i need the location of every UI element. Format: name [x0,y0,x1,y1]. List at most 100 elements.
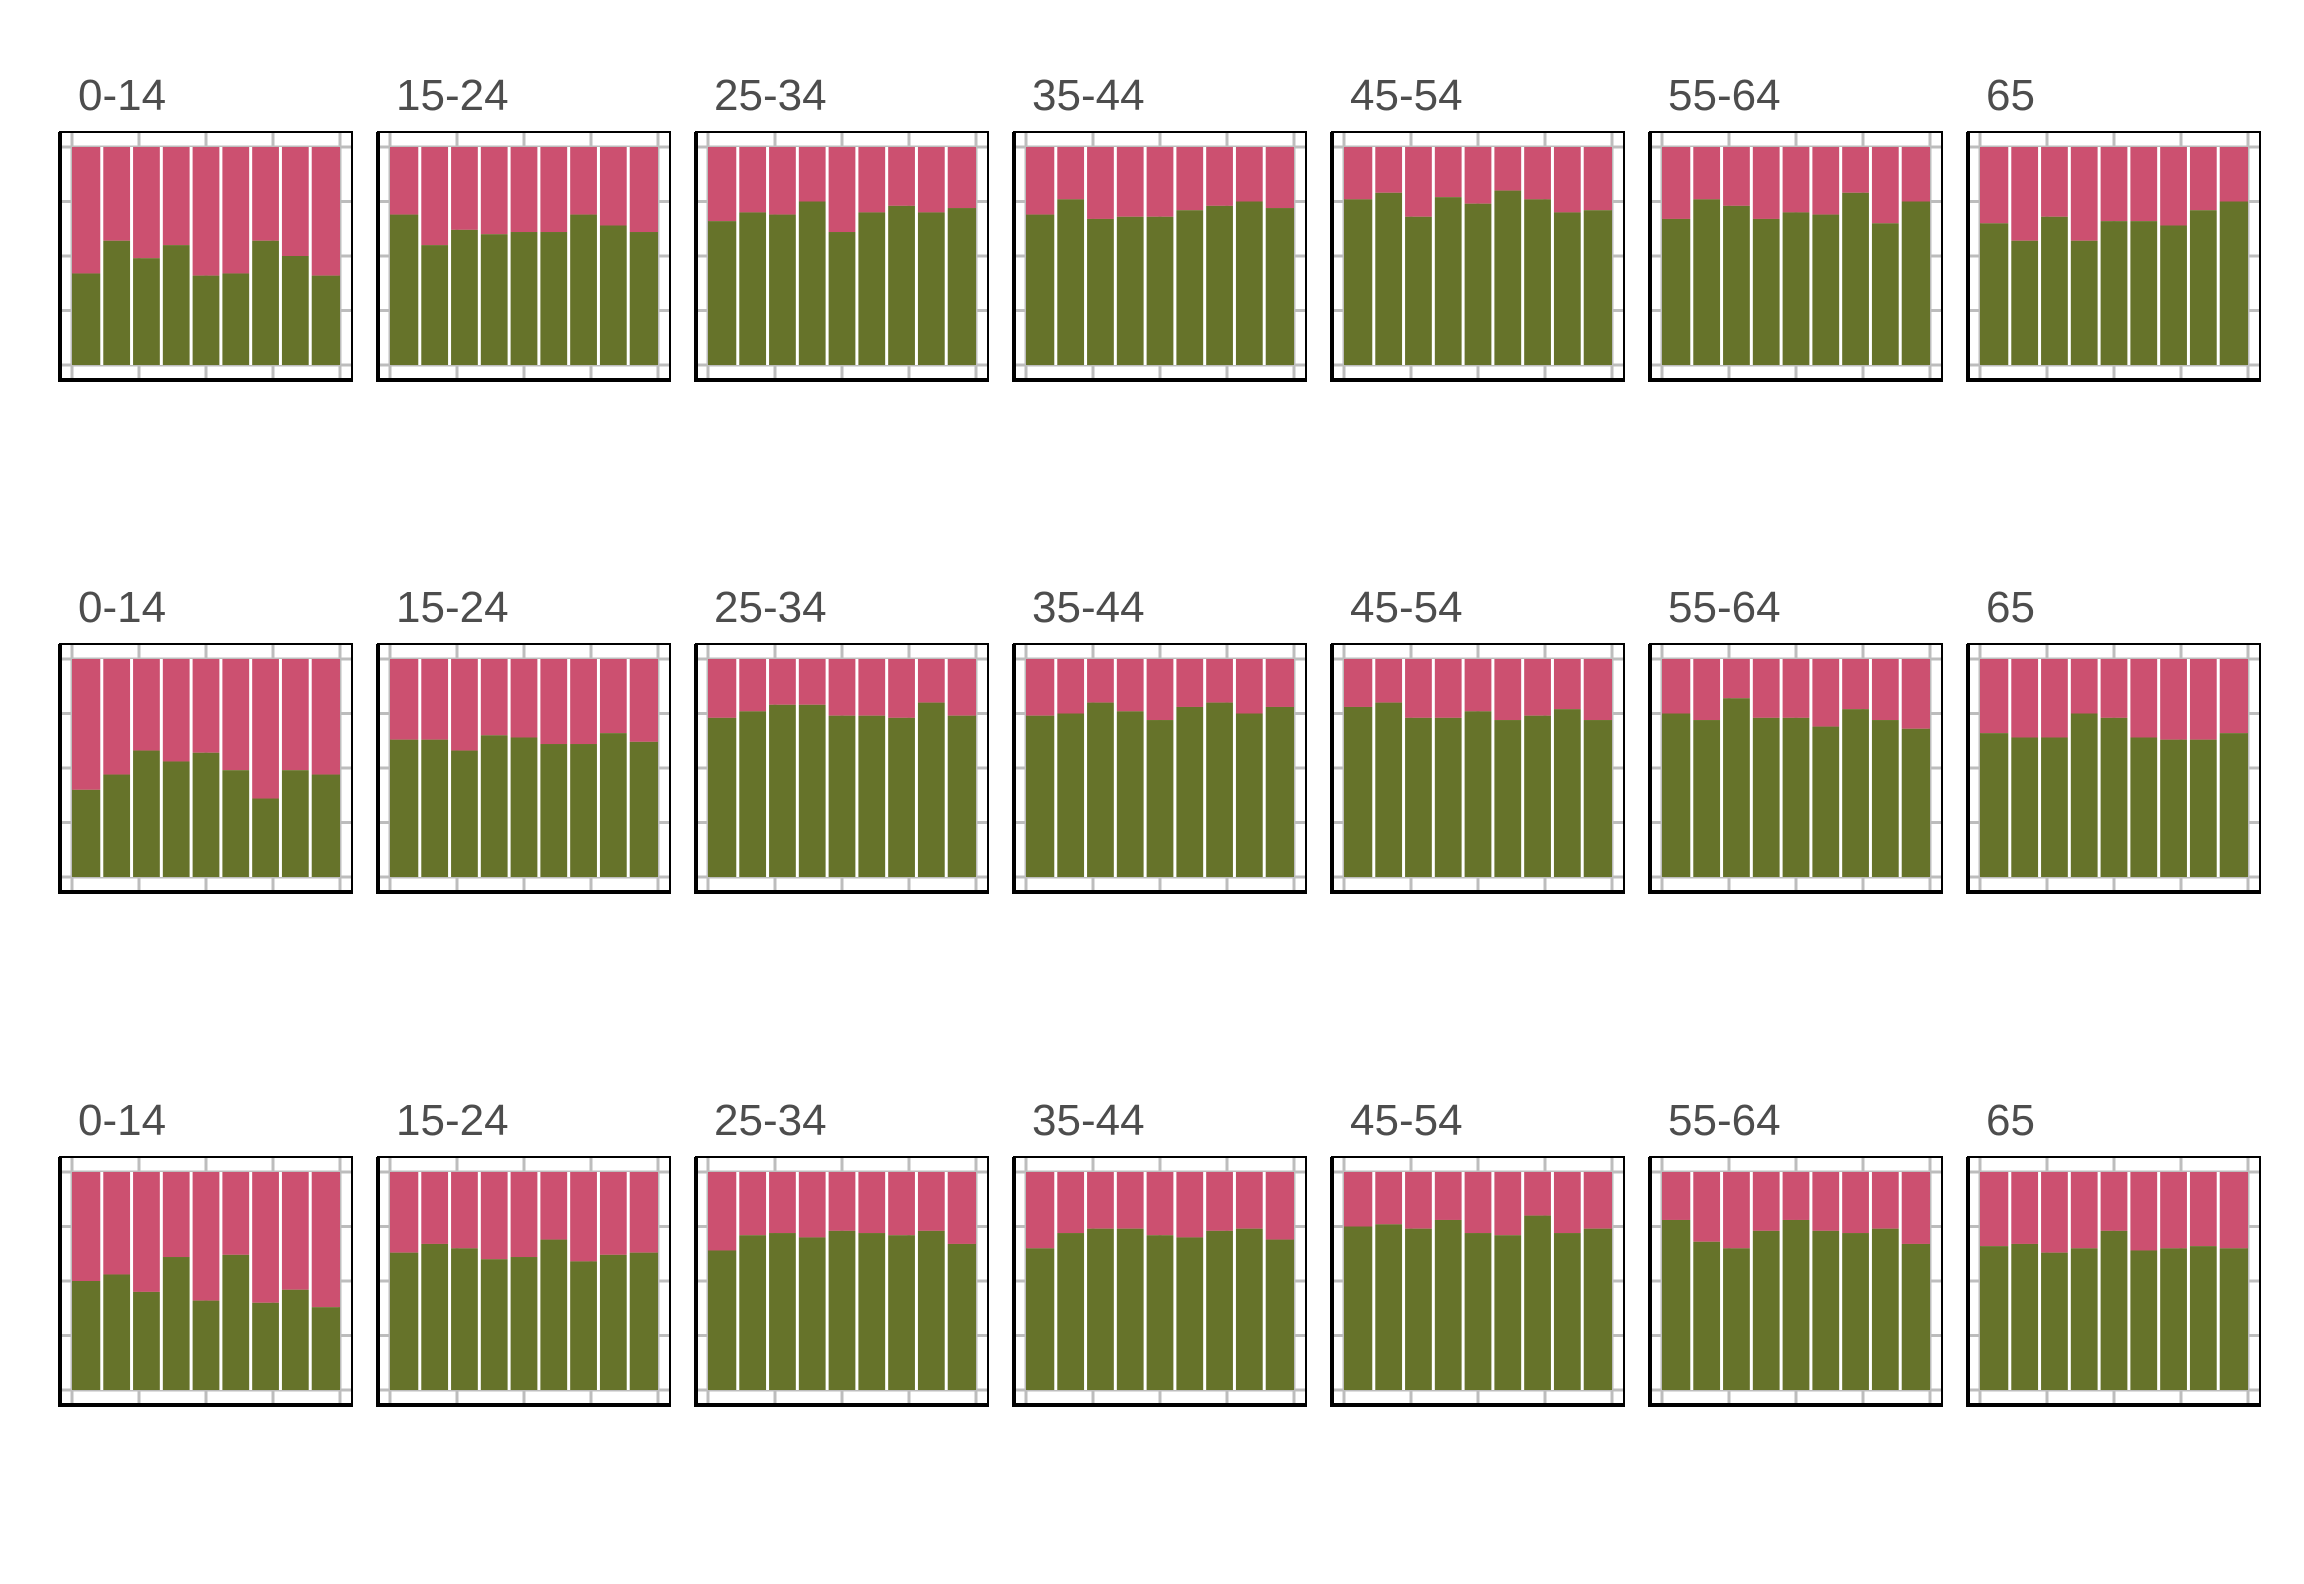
facet-panel: 45-54 [1330,71,1625,382]
bar-top-segment [390,147,420,215]
bar-bottom-segment [1115,1228,1146,1390]
bar-bottom-segment [1403,216,1434,365]
bar-bottom-segment [827,232,857,365]
bar-top-segment [1344,1172,1374,1227]
bar-bottom-segment [2039,216,2070,365]
bar-top-segment [509,147,539,233]
bar-top-segment [1840,147,1871,193]
bar-bottom-segment [509,1257,539,1390]
bar-top-segment [1085,659,1116,703]
bar-bottom-segment [101,240,132,365]
bar-top-segment [886,147,917,206]
bar-top-segment [767,147,798,215]
bar-top-segment [1781,659,1811,718]
bar-top-segment [280,659,311,771]
bar-bottom-segment [191,275,221,365]
bar-top-segment [708,1172,738,1251]
bar-bottom-segment [708,717,738,877]
bar-bottom-segment [1522,199,1553,365]
bar-top-segment [1522,1172,1553,1216]
bar-top-segment [2188,1172,2219,1247]
bar-bottom-segment [2009,1243,2040,1390]
bar-bottom-segment [72,1281,102,1390]
bar-bottom-segment [1691,1241,1722,1390]
bar-bottom-segment [1026,715,1056,877]
bar-bottom-segment [2039,737,2070,877]
bar-bottom-segment [220,770,251,877]
bar-bottom-segment [1433,717,1464,877]
facet-panel: 65 [1966,583,2261,894]
bar-bottom-segment [916,1230,947,1390]
bar-top-segment [1552,1172,1583,1234]
bar-bottom-segment [2069,1248,2100,1390]
bar-bottom-segment [1204,702,1235,877]
bar-top-segment [1691,1172,1722,1242]
bar-bottom-segment [1433,197,1464,365]
bar-top-segment [1721,147,1752,206]
bar-bottom-segment [856,212,887,365]
bar-top-segment [479,659,510,736]
bar-bottom-segment [1026,1248,1056,1390]
bar-bottom-segment [1145,216,1175,365]
bar-top-segment [856,1172,887,1234]
bar-top-segment [1870,1172,1901,1229]
bar-bottom-segment [827,1230,857,1390]
bar-bottom-segment [390,214,420,365]
bar-bottom-segment [2188,210,2219,365]
bar-top-segment [1522,659,1553,716]
bar-bottom-segment [886,1235,917,1390]
bar-top-segment [220,1172,251,1255]
bar-bottom-segment [1582,210,1612,365]
bar-bottom-segment [2218,201,2248,365]
bar-bottom-segment [1900,728,1930,877]
bar-bottom-segment [827,715,857,877]
bar-top-segment [191,147,221,276]
bar-bottom-segment [191,1300,221,1390]
facet-panel: 55-64 [1648,71,1943,382]
bar-top-segment [2188,659,2219,740]
bar-top-segment [1204,1172,1235,1231]
bar-top-segment [856,659,887,716]
bar-bottom-segment [598,225,629,365]
bar-top-segment [1234,659,1265,714]
bar-top-segment [509,1172,539,1258]
bar-bottom-segment [1662,1219,1692,1390]
bar-top-segment [946,1172,976,1244]
bar-top-segment [101,1172,132,1275]
bar-top-segment [1433,147,1464,198]
bar-bottom-segment [1751,218,1782,365]
bar-bottom-segment [2069,713,2100,877]
bar-bottom-segment [708,1250,738,1390]
bar-top-segment [131,659,162,751]
bar-bottom-segment [1204,1230,1235,1390]
facet-panel: 45-54 [1330,583,1625,894]
bar-top-segment [1145,1172,1175,1236]
bar-bottom-segment [449,750,480,877]
bar-bottom-segment [1204,205,1235,365]
bar-bottom-segment [1840,709,1871,877]
bar-top-segment [1552,147,1583,213]
bar-top-segment [1870,147,1901,224]
bar-top-segment [1145,147,1175,217]
bar-top-segment [1085,1172,1116,1229]
bar-bottom-segment [310,1307,340,1390]
bar-top-segment [1174,1172,1205,1238]
bar-top-segment [1751,659,1782,718]
bar-top-segment [310,659,340,775]
bar-bottom-segment [1691,199,1722,365]
bar-bottom-segment [72,789,102,877]
bar-top-segment [1810,659,1841,727]
bar-bottom-segment [220,1254,251,1390]
bar-top-segment [2009,147,2040,241]
bar-bottom-segment [131,750,162,877]
bar-bottom-segment [1085,218,1116,365]
bar-bottom-segment [1721,205,1752,365]
bar-top-segment [1234,1172,1265,1229]
bar-top-segment [1980,659,2010,734]
bar-top-segment [538,659,569,745]
bar-top-segment [2069,1172,2100,1249]
facet-title: 15-24 [396,1096,509,1145]
facet-panel: 25-34 [694,583,989,894]
bar-bottom-segment [946,208,976,365]
bar-top-segment [598,659,629,734]
